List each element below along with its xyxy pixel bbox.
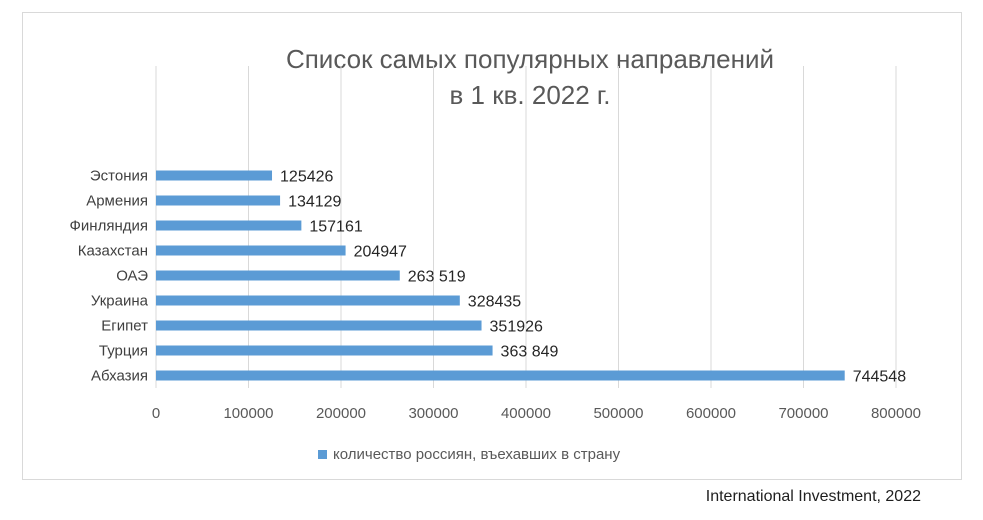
bar — [156, 195, 281, 206]
bar — [156, 245, 346, 256]
category-label: Армения — [86, 193, 148, 210]
data-label: 263 519 — [408, 269, 466, 286]
data-label: 328435 — [468, 294, 521, 311]
legend-label: количество россиян, въехавших в страну — [333, 446, 621, 463]
x-tick-label: 800000 — [871, 405, 921, 422]
data-label: 363 849 — [501, 344, 559, 361]
category-label: Абхазия — [91, 368, 148, 385]
chart-title-line-1: Список самых популярных направлений — [285, 44, 775, 74]
category-label: Египет — [101, 318, 148, 335]
category-label: Турция — [99, 343, 148, 360]
x-tick-label: 400000 — [501, 405, 551, 422]
chart-legend: количество россиян, въехавших в страну — [318, 446, 620, 463]
data-label: 125426 — [280, 169, 333, 186]
data-label: 204947 — [354, 244, 407, 261]
x-tick-label: 200000 — [316, 405, 366, 422]
x-tick-label: 300000 — [408, 405, 458, 422]
category-label: Украина — [91, 293, 149, 310]
data-label: 134129 — [288, 194, 341, 211]
legend-swatch — [318, 450, 327, 459]
bar — [156, 370, 845, 381]
data-label: 351926 — [490, 319, 543, 336]
category-label: Финляндия — [70, 218, 148, 235]
data-label: 157161 — [309, 219, 362, 236]
data-label: 744548 — [853, 369, 906, 386]
bar — [156, 220, 302, 231]
source-caption: International Investment, 2022 — [705, 488, 921, 505]
bar — [156, 170, 273, 181]
bar — [156, 295, 460, 306]
x-tick-label: 500000 — [593, 405, 643, 422]
chart-title-line-2: в 1 кв. 2022 г. — [449, 80, 611, 110]
bar — [156, 320, 482, 331]
x-tick-label: 600000 — [686, 405, 736, 422]
bar — [156, 345, 493, 356]
x-tick-label: 0 — [152, 405, 160, 422]
category-label: Казахстан — [78, 243, 148, 260]
bar — [156, 270, 400, 281]
x-tick-label: 100000 — [223, 405, 273, 422]
category-label: ОАЭ — [116, 268, 148, 285]
x-tick-label: 700000 — [778, 405, 828, 422]
category-label: Эстония — [90, 168, 148, 185]
